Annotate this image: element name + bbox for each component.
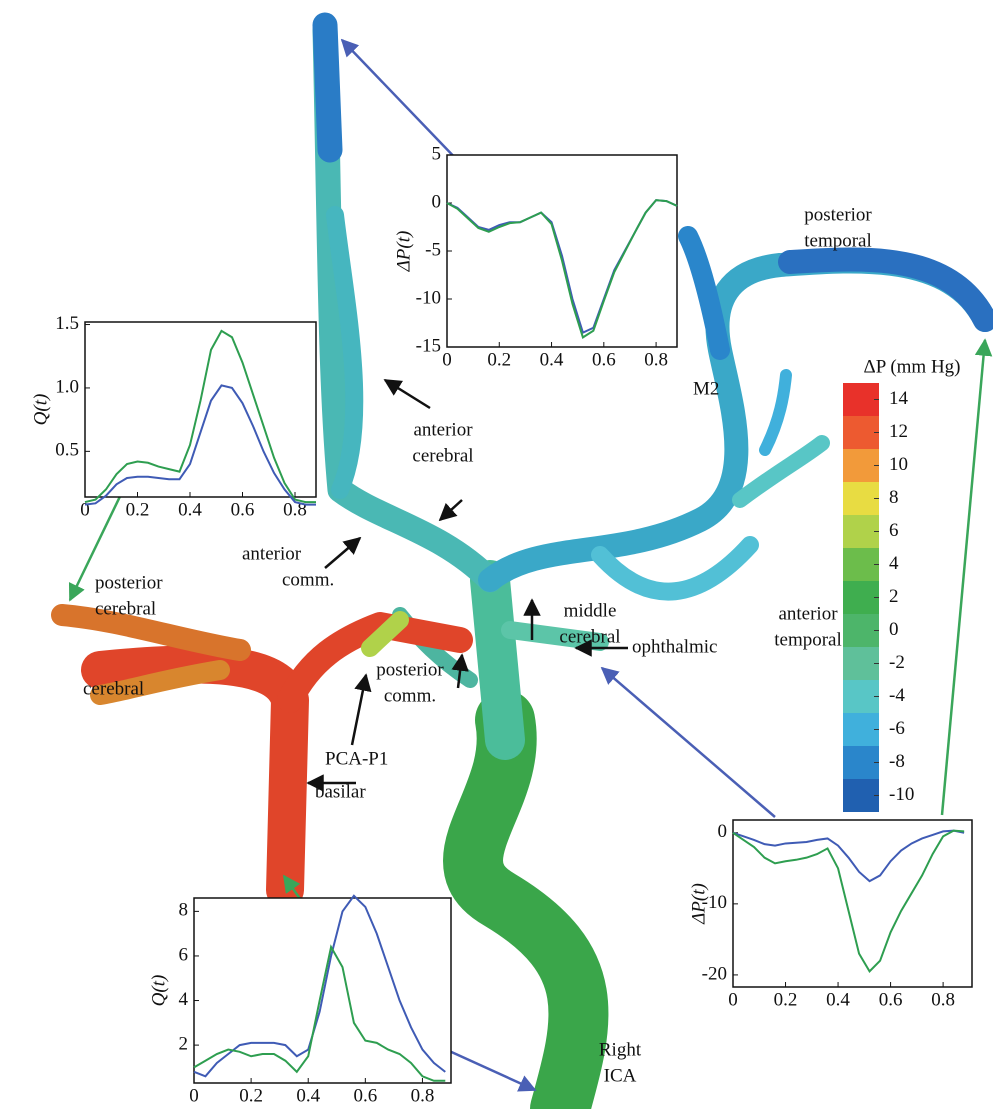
x-tick-label: 0.6 <box>592 349 616 370</box>
colorbar-band <box>843 647 879 680</box>
vessel-label: comm. <box>282 569 334 590</box>
x-tick-label: 0.6 <box>353 1085 377 1106</box>
y-axis-label: ΔP(t) <box>688 883 709 925</box>
y-tick-label: 4 <box>179 989 189 1010</box>
y-tick-label: 0 <box>718 821 728 842</box>
y-axis-label: Q(t) <box>30 394 51 426</box>
vessel-label: PCA-P1 <box>325 748 388 769</box>
figure: 0 0.2 0.4 0.6 0.8 -15 -10 -5 0 5 ΔP(t) 0 0.2 0.4 0.6 0.… <box>0 0 993 1109</box>
x-tick-label: 0.2 <box>239 1085 263 1106</box>
vessel-label: cerebral <box>412 445 473 466</box>
y-axis-label: Q(t) <box>148 975 169 1007</box>
vessel-label: anterior <box>413 419 473 440</box>
x-tick-label: 0.8 <box>644 349 668 370</box>
vessel-label: ophthalmic <box>632 636 717 657</box>
y-axis-label: ΔP(t) <box>393 231 414 273</box>
colorbar-band <box>843 581 879 614</box>
y-tick-label: -10 <box>416 287 441 308</box>
vessel-label: cerebral <box>559 626 620 647</box>
colorbar-band <box>843 383 879 416</box>
inset-chart: 0 0.2 0.4 0.6 0.8 2 4 6 8 Q(t) <box>148 896 451 1107</box>
arrow <box>942 340 985 815</box>
arrow <box>352 675 366 745</box>
y-tick-label: 8 <box>179 900 189 921</box>
x-tick-label: 0 <box>442 349 452 370</box>
x-tick-label: 0.2 <box>126 499 150 520</box>
vessel-label: posterior <box>95 572 163 593</box>
vessel-label: anterior <box>778 603 838 624</box>
y-tick-label: -20 <box>702 963 727 984</box>
vessel-label: temporal <box>804 230 872 251</box>
x-tick-label: 0.2 <box>774 989 798 1010</box>
colorbar-band <box>843 680 879 713</box>
x-tick-label: 0.4 <box>826 989 850 1010</box>
colorbar-tick-label: -2 <box>889 652 905 673</box>
vessel-label: Right <box>599 1039 642 1060</box>
inset-chart: 0 0.2 0.4 0.6 0.8 -15 -10 -5 0 5 ΔP(t) <box>393 143 677 370</box>
colorbar-band <box>843 548 879 581</box>
y-tick-label: 2 <box>179 1033 189 1054</box>
x-tick-label: 0.4 <box>178 499 202 520</box>
colorbar-tick-label: 12 <box>889 421 908 442</box>
vessel-label: ICA <box>604 1065 637 1086</box>
x-tick-label: 0.8 <box>931 989 955 1010</box>
colorbar-tick-label: 0 <box>889 619 899 640</box>
vessel-label: posterior <box>376 659 444 680</box>
y-tick-label: -5 <box>425 239 441 260</box>
vessel-label: basilar <box>315 781 366 802</box>
colorbar-tick-label: 6 <box>889 520 899 541</box>
x-tick-label: 0.2 <box>487 349 511 370</box>
colorbar-band <box>843 482 879 515</box>
colorbar-band <box>843 746 879 779</box>
arrow <box>385 380 430 408</box>
x-tick-label: 0 <box>728 989 738 1010</box>
x-tick-label: 0.4 <box>540 349 564 370</box>
arrow <box>325 538 360 568</box>
vessel-label: M2 <box>693 378 719 399</box>
arrow <box>440 500 462 520</box>
vessel-label: cerebral <box>83 678 144 699</box>
y-tick-label: 1.5 <box>55 313 79 334</box>
y-tick-label: 0.5 <box>55 440 79 461</box>
colorbar-band <box>843 416 879 449</box>
vessel-label: middle <box>564 600 617 621</box>
colorbar-band <box>843 779 879 812</box>
colorbar-tick-label: -8 <box>889 751 905 772</box>
colorbar-tick-label: -4 <box>889 685 905 706</box>
colorbar-band <box>843 449 879 482</box>
colorbar-tick-label: 4 <box>889 553 899 574</box>
x-tick-label: 0.8 <box>411 1085 435 1106</box>
y-tick-label: 5 <box>432 143 442 164</box>
vessel-label: cerebral <box>95 598 156 619</box>
y-tick-label: 6 <box>179 944 189 965</box>
y-tick-label: 0 <box>432 191 442 212</box>
x-tick-label: 0 <box>80 499 90 520</box>
vessel-label: anterior <box>242 543 302 564</box>
colorbar-band <box>843 614 879 647</box>
colorbar-tick-label: 14 <box>889 388 909 409</box>
vessel-label: temporal <box>774 629 842 650</box>
x-tick-label: 0.4 <box>296 1085 320 1106</box>
colorbar-tick-label: 8 <box>889 487 899 508</box>
colorbar-title: ΔP (mm Hg) <box>863 356 960 377</box>
vessel-label: posterior <box>804 204 872 225</box>
vessel-label: comm. <box>384 685 436 706</box>
x-tick-label: 0.6 <box>231 499 255 520</box>
y-tick-label: 1.0 <box>55 376 79 397</box>
x-tick-label: 0 <box>189 1085 199 1106</box>
y-tick-label: -15 <box>416 335 441 356</box>
plot-area <box>447 155 677 347</box>
x-tick-label: 0.6 <box>879 989 903 1010</box>
colorbar-tick-label: -10 <box>889 784 914 805</box>
arrow <box>602 668 775 817</box>
colorbar-tick-label: 10 <box>889 454 908 475</box>
colorbar-tick-label: 2 <box>889 586 899 607</box>
colorbar-band <box>843 713 879 746</box>
colorbar-band <box>843 515 879 548</box>
colorbar-tick-label: -6 <box>889 718 905 739</box>
